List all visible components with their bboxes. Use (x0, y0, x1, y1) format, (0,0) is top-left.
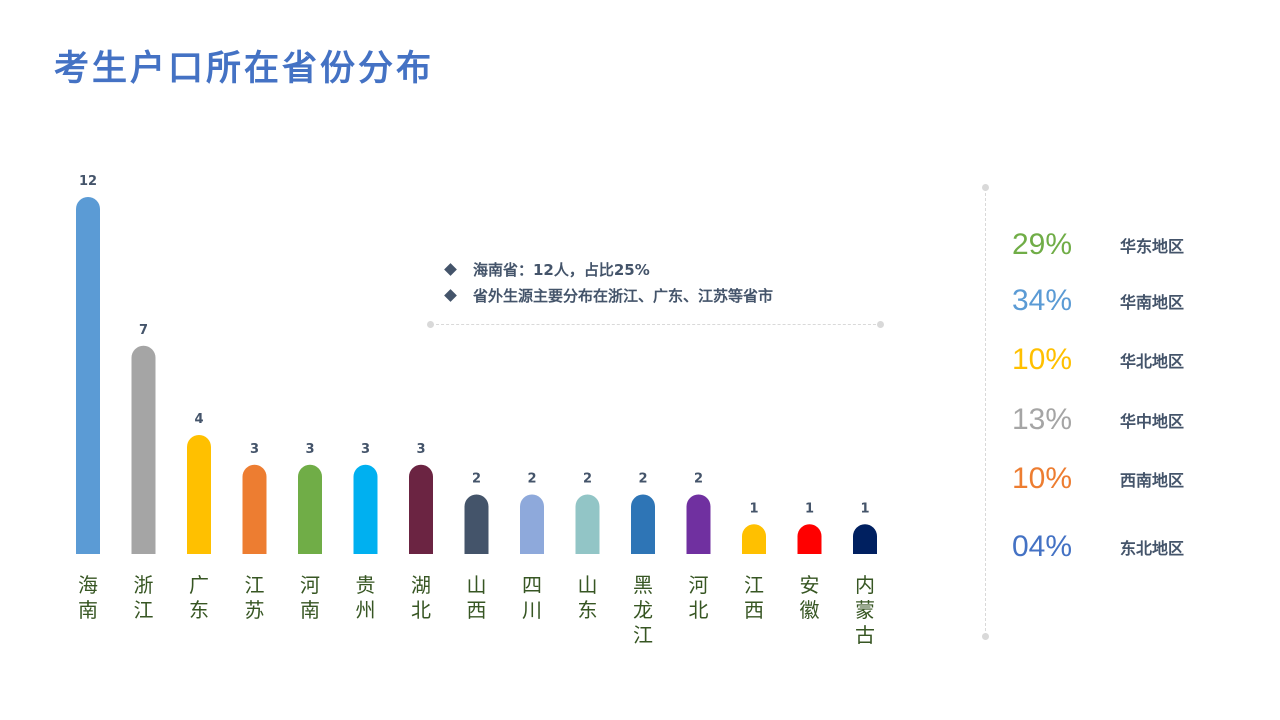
category-label: 河北 (688, 573, 709, 622)
bar-value-label: 1 (749, 501, 758, 516)
bar-value-label: 2 (638, 472, 647, 487)
note-item: 海南省：12人，占比25% (444, 256, 773, 282)
category-label: 海南 (78, 573, 98, 622)
bar (131, 345, 156, 554)
region-name: 东北地区 (1120, 539, 1185, 558)
region-percent: 04% (1012, 530, 1073, 563)
notes-divider (431, 324, 881, 325)
bar (353, 464, 378, 554)
category-label: 山西 (466, 573, 487, 622)
region-name: 华东地区 (1120, 237, 1185, 256)
bar-value-label: 1 (860, 501, 869, 516)
bar-value-label: 7 (139, 323, 148, 338)
bar-value-label: 1 (805, 501, 814, 516)
bar (631, 494, 655, 554)
bar-value-label: 2 (472, 472, 481, 487)
diamond-bullet-icon (444, 262, 457, 276)
bar-value-label: 3 (416, 442, 425, 457)
bar-value-label: 3 (305, 442, 314, 457)
region-percent: 29% (1012, 228, 1073, 261)
category-label: 贵州 (355, 573, 376, 622)
bar (520, 494, 544, 554)
category-label: 山东 (577, 573, 598, 622)
category-label: 内蒙古 (855, 573, 875, 647)
divider-end-dot (427, 321, 434, 328)
bar-value-label: 3 (361, 442, 370, 457)
bar-value-label: 4 (194, 412, 203, 427)
region-percent: 34% (1012, 284, 1073, 317)
bar-value-label: 12 (79, 174, 97, 189)
region-name: 西南地区 (1120, 471, 1185, 490)
bar (853, 524, 877, 554)
region-percent: 13% (1012, 403, 1073, 436)
region-name: 华南地区 (1120, 293, 1185, 312)
category-label: 湖北 (411, 573, 431, 622)
bar-value-label: 2 (583, 472, 592, 487)
bar (187, 435, 211, 554)
page-title: 考生户口所在省份分布 (54, 49, 435, 89)
notes-panel: 海南省：12人，占比25% 省外生源主要分布在浙江、广东、江苏等省市 (444, 256, 773, 308)
region-row: 04% 东北地区 (1012, 530, 1184, 564)
bar (575, 494, 600, 554)
region-row: 10% 西南地区 (1012, 462, 1184, 496)
bar (242, 464, 267, 554)
bar (76, 197, 100, 554)
category-label: 河南 (300, 573, 320, 622)
divider-end-dot (877, 321, 884, 328)
bar-value-label: 2 (527, 472, 536, 487)
bar-value-label: 3 (250, 442, 259, 457)
bar (686, 494, 711, 554)
region-name: 华北地区 (1120, 352, 1185, 371)
category-label: 江苏 (244, 573, 265, 622)
category-label: 黑龙江 (633, 573, 653, 647)
region-row: 34% 华南地区 (1012, 284, 1184, 318)
category-label: 安徽 (799, 573, 820, 622)
divider-end-dot (982, 633, 989, 640)
bar-value-label: 2 (694, 472, 703, 487)
category-label: 广东 (189, 573, 209, 622)
region-row: 10% 华北地区 (1012, 343, 1184, 377)
category-label: 江西 (744, 573, 764, 622)
category-label: 四川 (522, 573, 542, 622)
bar (298, 464, 322, 554)
region-row: 29% 华东地区 (1012, 228, 1184, 262)
bar (797, 524, 822, 554)
bar (409, 464, 433, 554)
bar (464, 494, 489, 554)
region-divider (985, 188, 986, 636)
region-row: 13% 华中地区 (1012, 403, 1184, 437)
region-name: 华中地区 (1120, 412, 1185, 431)
divider-end-dot (982, 184, 989, 191)
category-label: 浙江 (133, 573, 154, 622)
note-item: 省外生源主要分布在浙江、广东、江苏等省市 (444, 282, 773, 308)
region-percent: 10% (1012, 343, 1073, 376)
region-percent: 10% (1012, 462, 1073, 495)
note-text: 省外生源主要分布在浙江、广东、江苏等省市 (473, 286, 774, 305)
bar (742, 524, 766, 554)
diamond-bullet-icon (444, 288, 457, 302)
note-text: 海南省：12人，占比25% (473, 260, 650, 279)
